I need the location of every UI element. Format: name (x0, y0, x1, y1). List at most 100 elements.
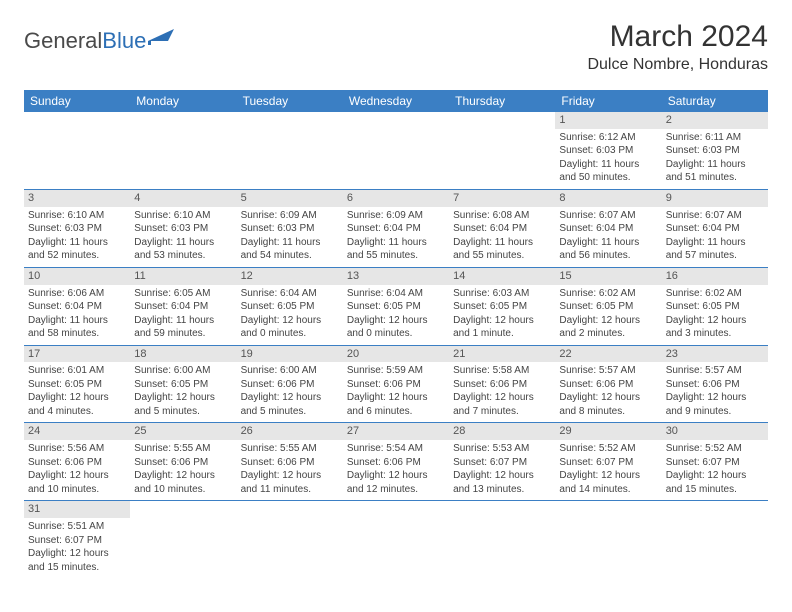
week-row: 3Sunrise: 6:10 AMSunset: 6:03 PMDaylight… (24, 190, 768, 268)
daylight-text: Daylight: 11 hours and 55 minutes. (453, 236, 551, 263)
sunrise-text: Sunrise: 5:52 AM (559, 442, 657, 456)
day-number: 20 (343, 346, 449, 363)
day-body: Sunrise: 6:00 AMSunset: 6:05 PMDaylight:… (130, 362, 236, 422)
day-cell: 20Sunrise: 5:59 AMSunset: 6:06 PMDayligh… (343, 346, 449, 423)
day-number: 28 (449, 423, 555, 440)
month-title: March 2024 (587, 20, 768, 54)
daylight-text: Daylight: 11 hours and 59 minutes. (134, 314, 232, 341)
week-row: 10Sunrise: 6:06 AMSunset: 6:04 PMDayligh… (24, 268, 768, 346)
empty-cell (555, 501, 661, 578)
day-cell: 8Sunrise: 6:07 AMSunset: 6:04 PMDaylight… (555, 190, 661, 267)
weekday-header: Friday (555, 90, 661, 112)
brand-logo: GeneralBlue (24, 28, 176, 54)
empty-cell (24, 112, 130, 189)
sunrise-text: Sunrise: 5:57 AM (559, 364, 657, 378)
day-body: Sunrise: 6:09 AMSunset: 6:04 PMDaylight:… (343, 207, 449, 267)
weekday-header: Sunday (24, 90, 130, 112)
day-cell: 18Sunrise: 6:00 AMSunset: 6:05 PMDayligh… (130, 346, 236, 423)
flag-icon (148, 27, 176, 50)
sunrise-text: Sunrise: 5:55 AM (134, 442, 232, 456)
day-body: Sunrise: 5:55 AMSunset: 6:06 PMDaylight:… (130, 440, 236, 500)
daylight-text: Daylight: 12 hours and 4 minutes. (28, 391, 126, 418)
sunset-text: Sunset: 6:03 PM (134, 222, 232, 236)
empty-cell (237, 112, 343, 189)
sunrise-text: Sunrise: 5:59 AM (347, 364, 445, 378)
day-cell: 30Sunrise: 5:52 AMSunset: 6:07 PMDayligh… (662, 423, 768, 500)
daylight-text: Daylight: 12 hours and 10 minutes. (28, 469, 126, 496)
sunset-text: Sunset: 6:03 PM (559, 144, 657, 158)
day-body: Sunrise: 5:54 AMSunset: 6:06 PMDaylight:… (343, 440, 449, 500)
empty-cell (343, 501, 449, 578)
day-body: Sunrise: 6:04 AMSunset: 6:05 PMDaylight:… (343, 285, 449, 345)
day-body: Sunrise: 6:03 AMSunset: 6:05 PMDaylight:… (449, 285, 555, 345)
day-cell: 3Sunrise: 6:10 AMSunset: 6:03 PMDaylight… (24, 190, 130, 267)
day-cell: 27Sunrise: 5:54 AMSunset: 6:06 PMDayligh… (343, 423, 449, 500)
daylight-text: Daylight: 11 hours and 51 minutes. (666, 158, 764, 185)
day-number: 13 (343, 268, 449, 285)
daylight-text: Daylight: 11 hours and 55 minutes. (347, 236, 445, 263)
daylight-text: Daylight: 12 hours and 0 minutes. (241, 314, 339, 341)
daylight-text: Daylight: 12 hours and 14 minutes. (559, 469, 657, 496)
sunrise-text: Sunrise: 6:06 AM (28, 287, 126, 301)
sunrise-text: Sunrise: 5:52 AM (666, 442, 764, 456)
daylight-text: Daylight: 12 hours and 0 minutes. (347, 314, 445, 341)
calendar-grid: SundayMondayTuesdayWednesdayThursdayFrid… (24, 90, 768, 578)
empty-cell (130, 112, 236, 189)
week-row: 24Sunrise: 5:56 AMSunset: 6:06 PMDayligh… (24, 423, 768, 501)
day-number: 1 (555, 112, 661, 129)
daylight-text: Daylight: 12 hours and 8 minutes. (559, 391, 657, 418)
day-cell: 12Sunrise: 6:04 AMSunset: 6:05 PMDayligh… (237, 268, 343, 345)
sunset-text: Sunset: 6:06 PM (241, 456, 339, 470)
day-body: Sunrise: 5:57 AMSunset: 6:06 PMDaylight:… (662, 362, 768, 422)
day-number: 21 (449, 346, 555, 363)
sunrise-text: Sunrise: 5:57 AM (666, 364, 764, 378)
day-number: 2 (662, 112, 768, 129)
sunrise-text: Sunrise: 6:02 AM (559, 287, 657, 301)
weekday-header: Saturday (662, 90, 768, 112)
day-number: 29 (555, 423, 661, 440)
day-cell: 15Sunrise: 6:02 AMSunset: 6:05 PMDayligh… (555, 268, 661, 345)
day-number: 5 (237, 190, 343, 207)
day-cell: 13Sunrise: 6:04 AMSunset: 6:05 PMDayligh… (343, 268, 449, 345)
empty-cell (130, 501, 236, 578)
sunset-text: Sunset: 6:04 PM (28, 300, 126, 314)
daylight-text: Daylight: 12 hours and 9 minutes. (666, 391, 764, 418)
sunset-text: Sunset: 6:03 PM (666, 144, 764, 158)
weekday-header: Thursday (449, 90, 555, 112)
sunrise-text: Sunrise: 6:11 AM (666, 131, 764, 145)
sunset-text: Sunset: 6:04 PM (559, 222, 657, 236)
brand-part1: General (24, 28, 102, 53)
day-cell: 29Sunrise: 5:52 AMSunset: 6:07 PMDayligh… (555, 423, 661, 500)
sunrise-text: Sunrise: 6:10 AM (134, 209, 232, 223)
weekday-header-row: SundayMondayTuesdayWednesdayThursdayFrid… (24, 90, 768, 112)
day-number: 26 (237, 423, 343, 440)
day-cell: 21Sunrise: 5:58 AMSunset: 6:06 PMDayligh… (449, 346, 555, 423)
day-cell: 19Sunrise: 6:00 AMSunset: 6:06 PMDayligh… (237, 346, 343, 423)
sunset-text: Sunset: 6:07 PM (453, 456, 551, 470)
day-number: 9 (662, 190, 768, 207)
day-body: Sunrise: 6:01 AMSunset: 6:05 PMDaylight:… (24, 362, 130, 422)
sunrise-text: Sunrise: 6:03 AM (453, 287, 551, 301)
sunset-text: Sunset: 6:05 PM (28, 378, 126, 392)
day-body: Sunrise: 5:52 AMSunset: 6:07 PMDaylight:… (555, 440, 661, 500)
daylight-text: Daylight: 12 hours and 11 minutes. (241, 469, 339, 496)
sunset-text: Sunset: 6:07 PM (28, 534, 126, 548)
empty-cell (343, 112, 449, 189)
brand-name: GeneralBlue (24, 28, 146, 54)
sunrise-text: Sunrise: 6:08 AM (453, 209, 551, 223)
sunrise-text: Sunrise: 6:12 AM (559, 131, 657, 145)
day-body: Sunrise: 6:12 AMSunset: 6:03 PMDaylight:… (555, 129, 661, 189)
sunrise-text: Sunrise: 5:54 AM (347, 442, 445, 456)
day-body: Sunrise: 6:00 AMSunset: 6:06 PMDaylight:… (237, 362, 343, 422)
day-number: 3 (24, 190, 130, 207)
day-number: 7 (449, 190, 555, 207)
day-cell: 22Sunrise: 5:57 AMSunset: 6:06 PMDayligh… (555, 346, 661, 423)
day-cell: 10Sunrise: 6:06 AMSunset: 6:04 PMDayligh… (24, 268, 130, 345)
sunset-text: Sunset: 6:06 PM (347, 378, 445, 392)
sunset-text: Sunset: 6:06 PM (666, 378, 764, 392)
location-label: Dulce Nombre, Honduras (587, 56, 768, 74)
day-number: 4 (130, 190, 236, 207)
title-block: March 2024 Dulce Nombre, Honduras (587, 20, 768, 78)
day-body: Sunrise: 6:10 AMSunset: 6:03 PMDaylight:… (130, 207, 236, 267)
day-cell: 9Sunrise: 6:07 AMSunset: 6:04 PMDaylight… (662, 190, 768, 267)
